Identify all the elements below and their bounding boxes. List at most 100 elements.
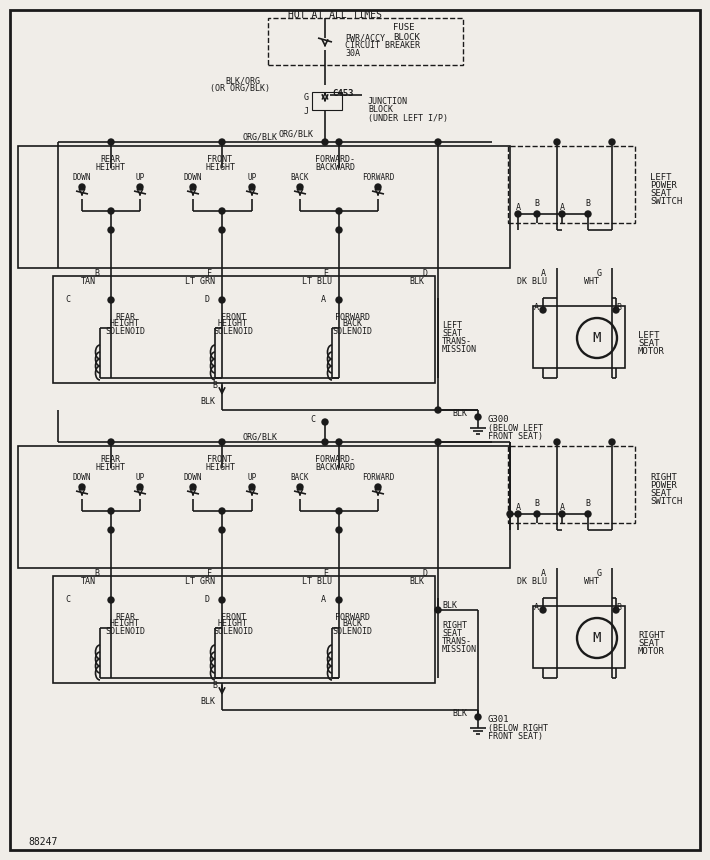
Circle shape <box>540 307 546 313</box>
Text: JUNCTION: JUNCTION <box>368 97 408 107</box>
Text: FRONT: FRONT <box>221 312 246 322</box>
Text: WHT: WHT <box>584 578 599 587</box>
Text: BLK: BLK <box>452 709 467 717</box>
Circle shape <box>336 597 342 603</box>
Text: SEAT: SEAT <box>442 329 462 337</box>
Text: A: A <box>559 204 564 212</box>
Text: HEIGHT: HEIGHT <box>218 320 248 329</box>
Circle shape <box>336 297 342 303</box>
Text: LT GRN: LT GRN <box>185 578 215 587</box>
Text: MOTOR: MOTOR <box>638 347 665 357</box>
Text: SWITCH: SWITCH <box>650 496 682 506</box>
Text: SEAT: SEAT <box>638 340 660 348</box>
Text: (BELOW LEFT: (BELOW LEFT <box>488 423 543 433</box>
Text: LT GRN: LT GRN <box>185 278 215 286</box>
Text: FRONT SEAT): FRONT SEAT) <box>488 432 543 440</box>
Text: G: G <box>596 569 601 579</box>
Text: BACK: BACK <box>342 619 362 629</box>
Circle shape <box>435 439 441 445</box>
Text: 88247: 88247 <box>28 837 58 847</box>
Text: C453: C453 <box>332 89 354 97</box>
Text: LEFT: LEFT <box>650 173 672 181</box>
Circle shape <box>219 508 225 514</box>
Text: HEIGHT: HEIGHT <box>205 463 235 471</box>
Circle shape <box>336 208 342 214</box>
Circle shape <box>559 211 565 217</box>
Text: HEIGHT: HEIGHT <box>110 320 140 329</box>
Circle shape <box>297 184 303 190</box>
Text: BLK: BLK <box>410 278 425 286</box>
Text: FRONT: FRONT <box>221 612 246 622</box>
Circle shape <box>613 607 619 613</box>
Text: BACK: BACK <box>291 474 310 482</box>
Circle shape <box>249 184 255 190</box>
Text: SEAT: SEAT <box>638 640 660 648</box>
Circle shape <box>108 227 114 233</box>
Circle shape <box>108 297 114 303</box>
Text: BLOCK: BLOCK <box>368 106 393 114</box>
Text: A: A <box>320 296 325 304</box>
Text: REAR: REAR <box>100 456 120 464</box>
Circle shape <box>79 184 85 190</box>
Circle shape <box>108 527 114 533</box>
Circle shape <box>322 419 328 425</box>
Circle shape <box>585 511 591 517</box>
Text: UP: UP <box>136 474 145 482</box>
Circle shape <box>108 139 114 145</box>
Text: G: G <box>304 93 309 101</box>
Text: SOLENOID: SOLENOID <box>105 626 145 636</box>
Circle shape <box>79 484 85 490</box>
Text: LEFT: LEFT <box>638 331 660 341</box>
Text: RIGHT: RIGHT <box>650 472 677 482</box>
Text: MISSION: MISSION <box>442 644 477 654</box>
Circle shape <box>585 211 591 217</box>
Text: B: B <box>535 499 540 507</box>
Text: A: A <box>533 304 538 312</box>
Text: B: B <box>212 680 217 690</box>
Text: D: D <box>422 269 427 279</box>
Text: SOLENOID: SOLENOID <box>332 327 372 335</box>
Text: ORG/BLK: ORG/BLK <box>243 433 278 441</box>
Text: (BELOW RIGHT: (BELOW RIGHT <box>488 723 548 733</box>
Circle shape <box>375 484 381 490</box>
Circle shape <box>554 139 560 145</box>
Text: BACKWARD: BACKWARD <box>315 463 355 471</box>
Text: A: A <box>515 503 520 513</box>
Text: F: F <box>207 569 212 579</box>
Bar <box>508 146 635 223</box>
Text: FORWARD-: FORWARD- <box>315 156 355 164</box>
Text: B: B <box>616 604 621 612</box>
Circle shape <box>190 184 196 190</box>
Text: C: C <box>65 595 70 605</box>
Circle shape <box>108 597 114 603</box>
Text: TAN: TAN <box>80 278 96 286</box>
Circle shape <box>375 184 381 190</box>
Text: CIRCUIT BREAKER: CIRCUIT BREAKER <box>345 41 420 51</box>
Text: F: F <box>207 269 212 279</box>
Circle shape <box>534 211 540 217</box>
Bar <box>53 576 435 683</box>
Circle shape <box>559 511 565 517</box>
Text: D: D <box>204 296 209 304</box>
Bar <box>53 276 435 383</box>
Text: BLK: BLK <box>452 408 467 417</box>
Text: B: B <box>94 269 99 279</box>
Text: SWITCH: SWITCH <box>650 196 682 206</box>
Circle shape <box>190 484 196 490</box>
Text: SEAT: SEAT <box>650 488 672 497</box>
Text: UP: UP <box>247 474 256 482</box>
Text: SOLENOID: SOLENOID <box>332 626 372 636</box>
Circle shape <box>435 607 441 613</box>
Circle shape <box>507 511 513 517</box>
Text: BLK: BLK <box>200 396 216 406</box>
Text: BACK: BACK <box>342 320 362 329</box>
Circle shape <box>249 484 255 490</box>
Bar <box>508 446 635 523</box>
Circle shape <box>137 484 143 490</box>
Circle shape <box>475 714 481 720</box>
Text: E: E <box>324 569 329 579</box>
Text: MISSION: MISSION <box>442 345 477 353</box>
Circle shape <box>609 439 615 445</box>
Text: M: M <box>593 631 601 645</box>
Text: SEAT: SEAT <box>442 629 462 637</box>
